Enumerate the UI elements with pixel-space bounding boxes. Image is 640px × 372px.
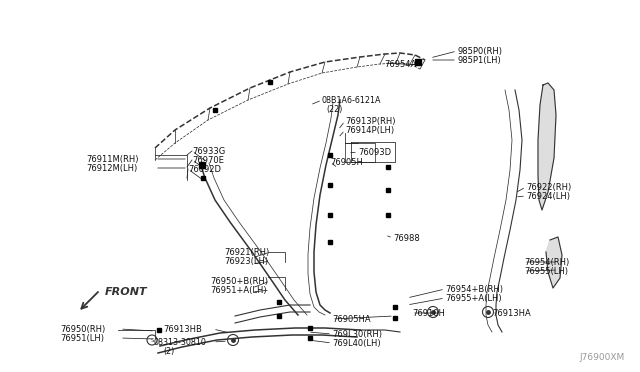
Text: 76970E: 76970E (192, 156, 224, 165)
Text: 76911M(RH): 76911M(RH) (86, 155, 138, 164)
Text: (22): (22) (326, 105, 342, 114)
Text: 769L40(LH): 769L40(LH) (332, 339, 381, 348)
Text: 76951+A(LH): 76951+A(LH) (210, 286, 267, 295)
Text: 76955(LH): 76955(LH) (524, 267, 568, 276)
Text: 76923(LH): 76923(LH) (224, 257, 268, 266)
Text: 76950+B(RH): 76950+B(RH) (210, 277, 268, 286)
Text: S: S (150, 337, 154, 343)
Text: 76921(RH): 76921(RH) (224, 248, 269, 257)
Text: 76905HA: 76905HA (332, 315, 371, 324)
Text: 76092D: 76092D (188, 165, 221, 174)
Text: 76912M(LH): 76912M(LH) (86, 164, 137, 173)
Text: 769L30(RH): 769L30(RH) (332, 330, 382, 339)
Text: 76910H: 76910H (412, 309, 445, 318)
Text: 76913P(RH): 76913P(RH) (345, 117, 396, 126)
Text: 985P0(RH): 985P0(RH) (458, 47, 503, 56)
Text: 76955+A(LH): 76955+A(LH) (445, 294, 502, 303)
Text: 76922(RH): 76922(RH) (526, 183, 572, 192)
Text: 76988: 76988 (393, 234, 420, 243)
Text: 76913HB: 76913HB (163, 325, 202, 334)
Text: 76093D: 76093D (358, 148, 391, 157)
Text: 76914P(LH): 76914P(LH) (345, 126, 394, 135)
Text: 76913HA: 76913HA (492, 309, 531, 318)
Text: 08313-30810: 08313-30810 (153, 338, 206, 347)
Text: 76933G: 76933G (192, 147, 225, 156)
Text: J76900XM: J76900XM (580, 353, 625, 362)
Text: 76954(RH): 76954(RH) (524, 258, 569, 267)
Text: 76905H: 76905H (330, 158, 363, 167)
Text: 76954+B(RH): 76954+B(RH) (445, 285, 503, 294)
Polygon shape (546, 237, 562, 288)
Text: 76951(LH): 76951(LH) (60, 334, 104, 343)
Text: 76950(RH): 76950(RH) (60, 325, 105, 334)
Text: 985P1(LH): 985P1(LH) (458, 56, 502, 65)
Text: (2): (2) (163, 347, 174, 356)
Text: 76954A: 76954A (384, 60, 416, 69)
Text: FRONT: FRONT (105, 287, 148, 297)
Text: 76924(LH): 76924(LH) (526, 192, 570, 201)
Text: 08B1A6-6121A: 08B1A6-6121A (322, 96, 381, 105)
Polygon shape (538, 83, 556, 210)
